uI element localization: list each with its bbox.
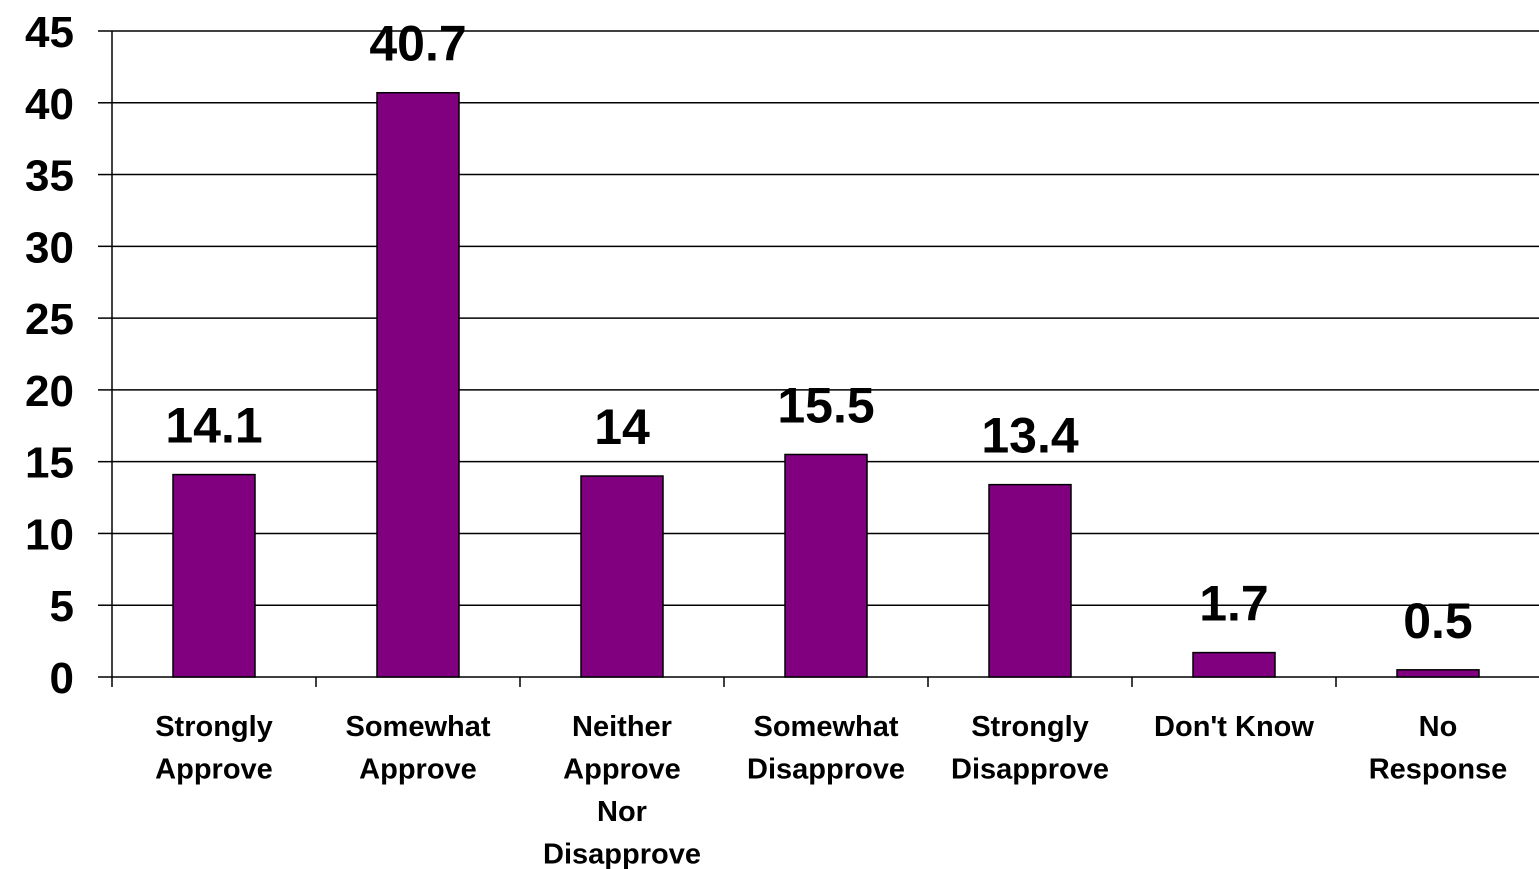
category-labels: Strongly Approve Somewhat Approve Neither App… [155, 711, 1507, 869]
y-tick-label: 0 [50, 654, 74, 703]
bar [376, 91, 460, 678]
y-tick-label: 45 [25, 8, 74, 57]
y-tick-label: 10 [25, 510, 74, 559]
category-label: Somewhat [753, 711, 898, 743]
y-tick-labels: 0 5 10 15 20 25 30 35 40 45 [25, 8, 74, 703]
category-label: Approve [563, 754, 681, 786]
category-label: Nor [597, 796, 647, 828]
bar [172, 473, 256, 678]
bars [172, 91, 1480, 678]
data-label: 1.7 [1199, 576, 1269, 632]
data-label: 40.7 [369, 16, 466, 72]
category-label: Response [1369, 754, 1508, 786]
y-tick-label: 5 [50, 582, 74, 631]
y-tick-label: 40 [25, 80, 74, 129]
data-label: 13.4 [981, 408, 1079, 464]
bar [988, 483, 1072, 678]
bar [784, 453, 868, 678]
y-tick-label: 35 [25, 152, 74, 201]
data-label: 0.5 [1403, 593, 1473, 649]
category-label: Approve [359, 754, 477, 786]
category-label: Disapprove [951, 754, 1109, 786]
category-label: Disapprove [747, 754, 905, 786]
gridlines [112, 30, 1539, 606]
y-tick-label: 30 [25, 223, 74, 272]
y-tick-label: 20 [25, 367, 74, 416]
data-label: 15.5 [777, 377, 874, 433]
category-label: Strongly [971, 711, 1089, 743]
category-label: No [1419, 711, 1458, 743]
category-label: Neither [572, 711, 672, 743]
category-label: Somewhat [345, 711, 490, 743]
bar [1396, 669, 1480, 678]
data-labels: 14.1 40.7 14 15.5 13.4 1.7 0.5 [165, 16, 1472, 649]
y-tick-label: 15 [25, 439, 74, 488]
data-label: 14.1 [165, 398, 262, 454]
category-label: Don't Know [1154, 711, 1314, 743]
y-tick-label: 25 [25, 295, 74, 344]
bar [580, 475, 664, 678]
category-label: Disapprove [543, 839, 701, 869]
data-label: 14 [594, 399, 650, 455]
category-label: Approve [155, 754, 273, 786]
bar [1192, 651, 1276, 678]
category-label: Strongly [155, 711, 273, 743]
